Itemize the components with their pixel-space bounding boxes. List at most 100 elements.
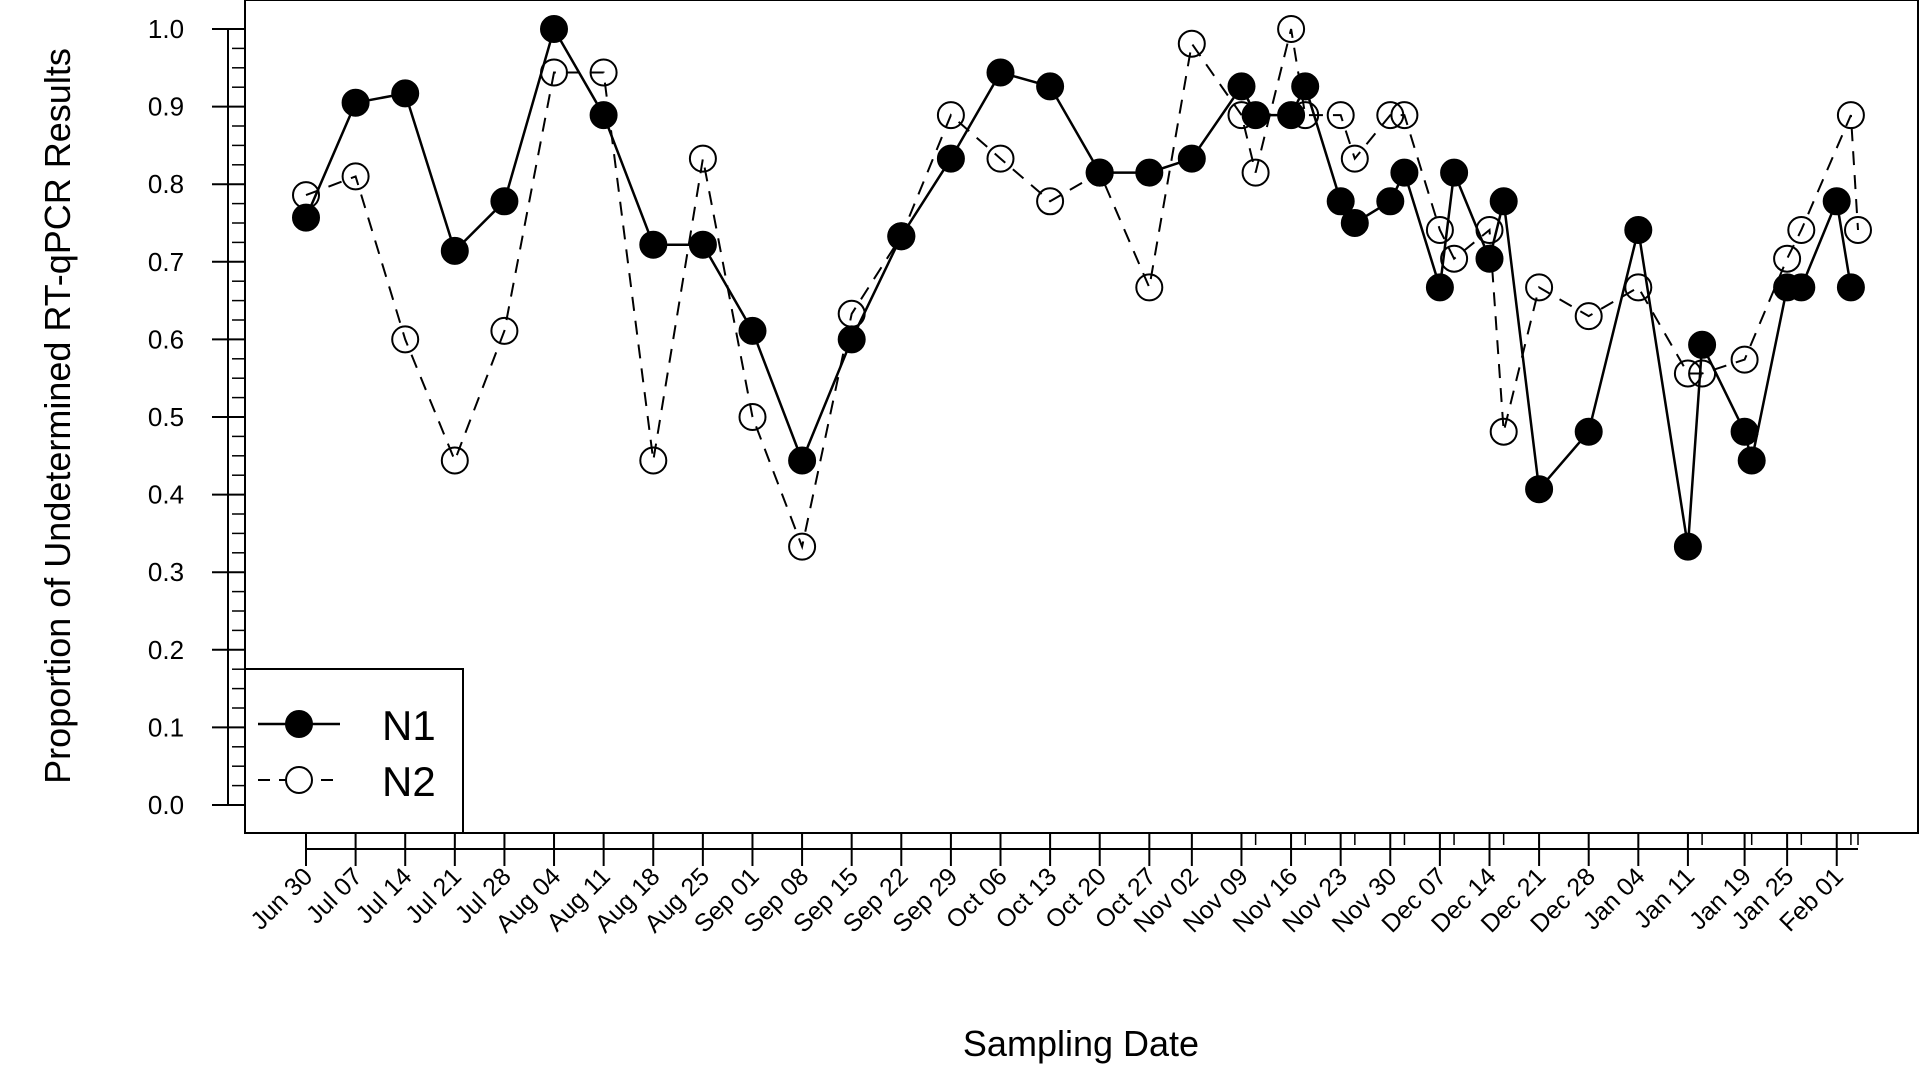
series-n1-point	[738, 316, 767, 345]
series-n2-point	[589, 58, 618, 87]
series-n1-point	[1822, 187, 1851, 216]
y-tick-label: 1.0	[148, 14, 184, 44]
series-n1-point	[292, 203, 320, 232]
series-n2-point	[490, 316, 519, 345]
series-n1-point	[1574, 417, 1603, 446]
series-n2-point	[1773, 244, 1802, 273]
y-axis-title: Proportion of Undetermined RT-qPCR Resul…	[37, 48, 78, 784]
series-n1-point	[1737, 446, 1766, 475]
y-tick-label: 0.3	[148, 557, 184, 587]
series-n2-point	[1525, 273, 1554, 302]
series-n2-point	[1730, 345, 1759, 374]
series-n2-point	[1844, 216, 1872, 244]
series-n2-point	[1489, 417, 1518, 446]
series-n2-point	[639, 446, 668, 475]
series-n2-point	[1624, 273, 1653, 302]
legend: N1 N2	[244, 668, 464, 834]
y-tick-label: 0.8	[148, 169, 184, 199]
y-tick-label: 0.2	[148, 635, 184, 665]
series-n1-point	[1475, 244, 1504, 273]
series-n1-point	[1673, 532, 1702, 561]
series-n1-point	[1036, 72, 1065, 101]
series-n1-point	[391, 79, 420, 108]
series-n1-point	[936, 144, 965, 173]
series-n1-point	[589, 101, 618, 130]
y-tick-label: 0.7	[148, 247, 184, 277]
y-tick-label: 0.1	[148, 712, 184, 742]
x-tick-label: Jul 07	[301, 862, 368, 929]
series-n2-point	[1425, 216, 1454, 244]
series-n1-point	[540, 15, 568, 43]
series-n2-point	[986, 144, 1015, 173]
series-n2-point	[1390, 101, 1419, 130]
series-n2-point	[1135, 273, 1164, 302]
series-n2-point	[1177, 29, 1206, 58]
series-n2-point	[440, 446, 469, 475]
series-n1-point	[688, 230, 717, 259]
series-n2-point	[341, 162, 370, 191]
x-tick-label: Jul 14	[350, 862, 417, 929]
series-n1-point	[1730, 417, 1759, 446]
x-tick-label: Jun 30	[245, 862, 318, 935]
series-n1-point	[1787, 273, 1816, 302]
series-n1-point	[440, 236, 469, 265]
series-n2-point	[1241, 158, 1270, 187]
legend-n1-marker	[285, 710, 313, 738]
series-n2-point	[1036, 187, 1065, 216]
series-n1-point	[1688, 330, 1717, 359]
y-tick-label: 0.4	[148, 480, 184, 510]
series-n1-point	[1624, 216, 1653, 244]
series-n1-line	[304, 25, 1853, 547]
y-tick-label: 0.6	[148, 324, 184, 354]
series-n2-point	[1475, 216, 1504, 244]
series-n1-point	[1489, 187, 1518, 216]
legend-n1-label: N1	[382, 702, 436, 749]
y-tick-label: 0.9	[148, 92, 184, 122]
legend-n2-marker	[285, 766, 313, 794]
series-n2-point	[688, 144, 717, 173]
series-n1-point	[1326, 187, 1355, 216]
y-tick-label: 0.0	[148, 790, 184, 820]
series-n1-point	[639, 230, 668, 259]
series-n1-point	[837, 325, 866, 354]
series-n1-point	[1425, 273, 1454, 302]
series-n1-point	[986, 58, 1015, 87]
series-n1-point	[1291, 72, 1320, 101]
series-n1-point	[1390, 158, 1419, 187]
series-n2-point	[1376, 101, 1405, 130]
x-axis-title: Sampling Date	[963, 1023, 1199, 1064]
series-n1-point	[788, 446, 817, 475]
series-layer	[292, 15, 1872, 561]
series-n2-point	[788, 532, 817, 561]
series-n1-point	[1135, 158, 1164, 187]
series-n2-point	[1277, 15, 1306, 43]
series-n2-point	[1787, 216, 1816, 244]
y-axis: 0.0 0.1 0.2 0.3 0.4 0.5 0.6 0.7 0.8 0.9 1.0	[148, 14, 245, 820]
series-n1-point	[1376, 187, 1405, 216]
series-n2-point	[540, 58, 568, 87]
series-n1-point	[1227, 72, 1256, 101]
series-n1-point	[1241, 101, 1270, 130]
series-n1-point	[1177, 144, 1206, 173]
series-n2-point	[1574, 302, 1603, 331]
legend-box	[244, 668, 464, 834]
series-n2-point	[738, 403, 767, 431]
series-n1-point	[887, 222, 916, 251]
series-n2-point	[1340, 144, 1369, 173]
series-n2-point	[1673, 359, 1702, 388]
series-n1-point	[1836, 273, 1865, 302]
series-n2-point	[936, 101, 965, 130]
series-n2-point	[1440, 244, 1469, 273]
series-n1-point	[490, 187, 519, 216]
legend-n2-label: N2	[382, 758, 436, 805]
series-n1-point	[341, 88, 370, 117]
y-tick-label: 0.5	[148, 402, 184, 432]
series-n1-point	[1440, 158, 1469, 187]
series-n2-point	[1326, 101, 1355, 130]
series-n2-point	[1836, 101, 1865, 130]
series-n2-point	[1688, 359, 1717, 388]
series-n1-point	[1525, 475, 1554, 504]
series-n1-point	[1340, 209, 1369, 237]
